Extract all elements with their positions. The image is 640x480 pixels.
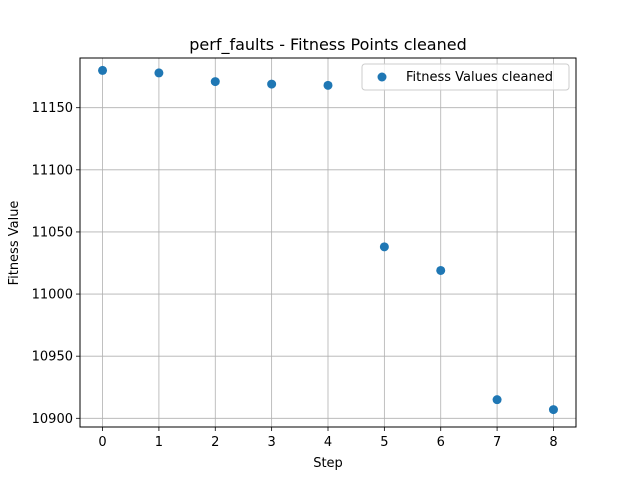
chart-title: perf_faults - Fitness Points cleaned	[189, 35, 466, 55]
grid-lines	[80, 58, 576, 427]
data-point	[436, 265, 446, 275]
x-axis-label: Step	[313, 456, 343, 471]
x-tick-label: 7	[493, 435, 501, 450]
x-tick-label: 8	[549, 435, 557, 450]
data-point	[548, 405, 558, 415]
x-tick-label: 0	[98, 435, 106, 450]
y-tick-label: 11000	[32, 288, 73, 303]
data-point	[379, 242, 389, 252]
x-tick-label: 4	[324, 435, 332, 450]
legend-label: Fitness Values cleaned	[406, 70, 553, 85]
data-point	[267, 79, 277, 89]
x-tick-label: 6	[437, 435, 445, 450]
legend: Fitness Values cleaned	[361, 63, 570, 91]
data-point	[98, 65, 108, 75]
x-tick-label: 3	[267, 435, 275, 450]
data-point	[492, 395, 502, 405]
x-tick-label: 1	[155, 435, 163, 450]
y-tick-label: 11150	[32, 101, 73, 116]
y-tick-label: 10900	[32, 412, 73, 427]
y-axis-label: Fitness Value	[7, 201, 22, 286]
y-tick-label: 11100	[32, 163, 73, 178]
data-point	[210, 77, 220, 87]
x-tick-label: 5	[380, 435, 388, 450]
x-tick-label: 2	[211, 435, 219, 450]
data-point	[154, 68, 164, 78]
y-tick-label: 11050	[32, 225, 73, 240]
data-point	[323, 80, 333, 90]
data-points	[98, 65, 558, 415]
x-axis-ticks: 0 1 2 3 4 5 6 7 8	[98, 427, 558, 450]
legend-marker	[377, 72, 387, 82]
y-axis-ticks: 10900 10950 11000 11050 11100 11150	[32, 101, 80, 427]
y-tick-label: 10950	[32, 350, 73, 365]
legend-box	[361, 63, 570, 91]
